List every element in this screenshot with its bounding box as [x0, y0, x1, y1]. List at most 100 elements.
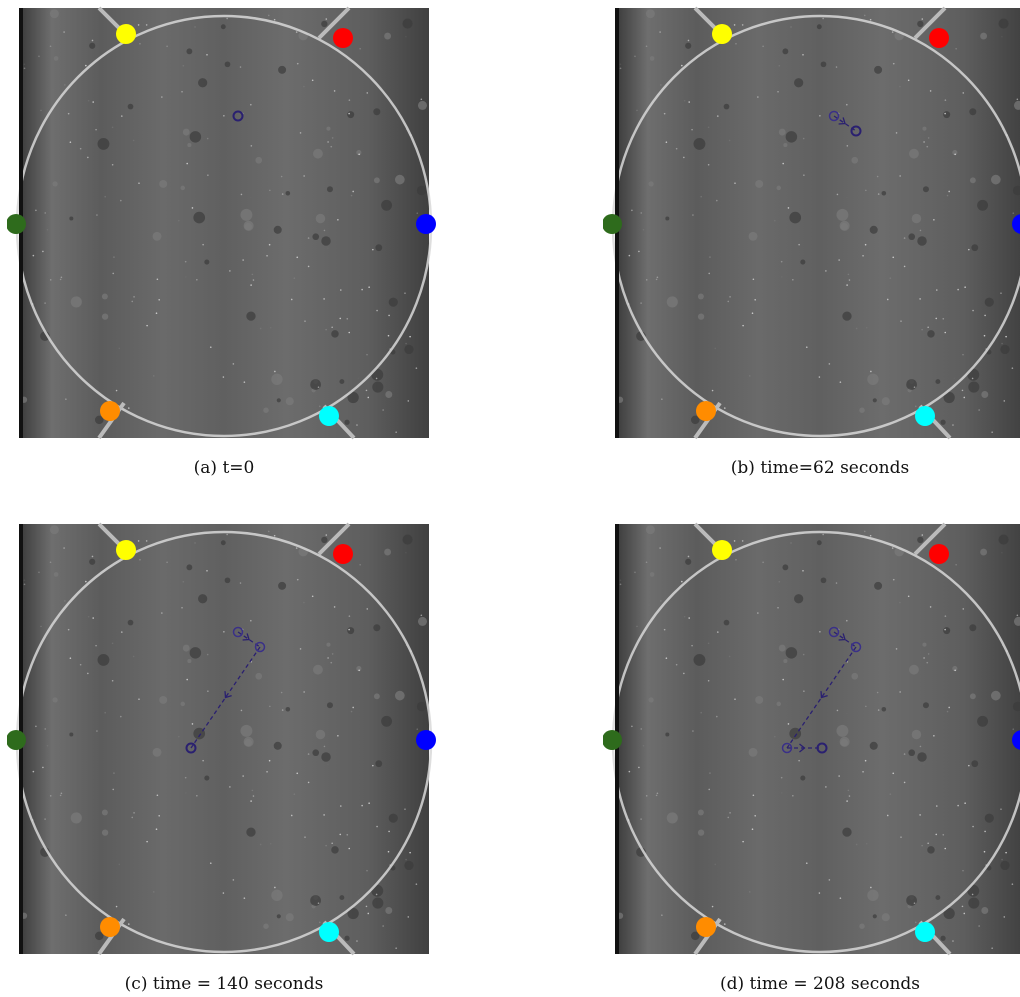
speck [268, 15, 270, 17]
dark-spot [327, 702, 333, 708]
dark-spot [395, 175, 405, 185]
speck [327, 248, 329, 250]
speck [942, 834, 944, 836]
speck [847, 145, 849, 147]
speck [944, 113, 946, 115]
speck [42, 251, 44, 253]
speck [978, 409, 980, 411]
speck [351, 195, 353, 197]
speck [250, 620, 252, 622]
speck [223, 376, 225, 378]
speck [1012, 212, 1014, 214]
speck [312, 79, 314, 81]
speck [822, 18, 824, 20]
dark-spot [50, 9, 59, 18]
speck [44, 212, 46, 214]
dark-spot [755, 180, 763, 188]
speck [802, 570, 804, 572]
speck [840, 402, 842, 404]
speck [131, 301, 133, 303]
dark-spot [650, 572, 655, 577]
speck [712, 906, 714, 908]
speck [688, 40, 690, 42]
speck [846, 800, 848, 802]
speck [749, 375, 751, 377]
speck [300, 648, 302, 650]
speck [207, 174, 209, 176]
dark-spot [244, 221, 254, 231]
speck [210, 346, 212, 348]
speck [1001, 36, 1003, 38]
speck [806, 862, 808, 864]
speck [24, 64, 26, 66]
speck [346, 834, 348, 836]
speck [372, 249, 374, 251]
speck [1005, 336, 1007, 338]
speck [620, 580, 622, 582]
speck [330, 146, 332, 148]
dark-spot [373, 624, 380, 631]
dark-spot [923, 186, 929, 192]
speck [113, 772, 115, 774]
speck [38, 56, 40, 58]
electrode-dot [929, 544, 949, 564]
speck [294, 793, 296, 795]
dark-spot [385, 907, 392, 914]
speck [802, 54, 804, 56]
dark-spot [277, 914, 281, 918]
speck [893, 579, 895, 581]
speck [708, 164, 710, 166]
speck [318, 386, 320, 388]
speck [752, 828, 754, 830]
speck [620, 584, 622, 586]
caption: (a) t=0 [19, 458, 429, 478]
speck [692, 214, 694, 216]
dark-spot [922, 127, 926, 131]
speck [646, 561, 648, 563]
dark-spot [912, 214, 922, 224]
speck [327, 764, 329, 766]
dark-spot [384, 549, 391, 556]
speck [792, 795, 794, 797]
dark-spot [977, 716, 988, 727]
dark-spot [665, 732, 669, 736]
speck [416, 883, 418, 885]
dark-spot [874, 582, 882, 590]
speck [274, 535, 276, 537]
dark-spot [842, 311, 851, 320]
speck [846, 197, 848, 199]
speck [848, 274, 850, 276]
speck [138, 698, 140, 700]
speck [724, 407, 726, 409]
speck [933, 219, 935, 221]
speck [829, 879, 831, 881]
speck [133, 656, 135, 658]
speck [954, 377, 956, 379]
dark-spot [1000, 345, 1009, 354]
speck [274, 371, 276, 373]
speck [887, 815, 889, 817]
speck [890, 793, 892, 795]
speck [870, 19, 872, 21]
dark-spot [190, 647, 201, 658]
speck [339, 834, 341, 836]
speck [282, 709, 284, 711]
speck [848, 790, 850, 792]
speck [223, 631, 225, 633]
dark-spot [181, 186, 185, 190]
speck [899, 602, 901, 604]
speck [640, 302, 642, 304]
speck [340, 289, 342, 291]
electrode-dot [915, 406, 935, 426]
dark-spot [385, 391, 392, 398]
speck [308, 237, 310, 239]
speck [676, 664, 678, 666]
speck [927, 842, 929, 844]
dark-spot [286, 191, 291, 196]
speck [716, 716, 718, 718]
speck [927, 326, 929, 328]
caption: (c) time = 140 seconds [19, 974, 429, 994]
speck [865, 706, 867, 708]
speck [95, 129, 97, 131]
speck [866, 843, 868, 845]
